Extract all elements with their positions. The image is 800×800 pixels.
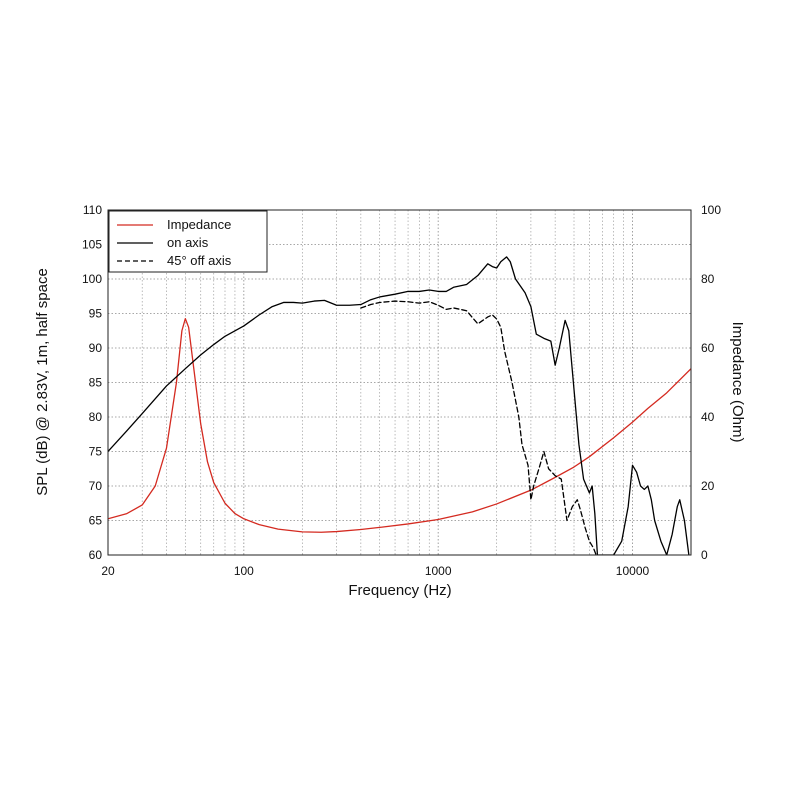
x-tick-label: 20 — [101, 564, 115, 578]
legend-label-impedance: Impedance — [167, 217, 231, 232]
y-left-tick-label: 95 — [89, 307, 103, 321]
y-left-tick-label: 65 — [89, 514, 103, 528]
y-left-tick-label: 105 — [82, 238, 102, 252]
y-right-axis-ticks: 0 20 40 60 80 100 — [701, 203, 721, 562]
series-lines — [108, 256, 691, 555]
y-left-tick-label: 100 — [82, 272, 102, 286]
series-line-impedance — [108, 318, 691, 533]
y-right-tick-label: 60 — [701, 341, 715, 355]
x-tick-label: 10000 — [616, 564, 650, 578]
series-line-45-off-axis — [360, 300, 597, 555]
y-left-axis-ticks: 60 65 70 75 80 85 90 95 100 105 110 — [82, 203, 102, 562]
y-right-tick-label: 40 — [701, 410, 715, 424]
y-right-tick-label: 100 — [701, 203, 721, 217]
x-tick-label: 1000 — [425, 564, 452, 578]
y-left-tick-label: 80 — [89, 410, 103, 424]
y-left-tick-label: 60 — [89, 548, 103, 562]
x-axis-title: Frequency (Hz) — [348, 582, 451, 599]
y-left-tick-label: 75 — [89, 445, 103, 459]
y-right-axis-title: Impedance (Ohm) — [729, 322, 746, 443]
y-left-axis-title: SPL (dB) @ 2.83V, 1m, half space — [34, 268, 51, 496]
plot-frame — [107, 209, 692, 556]
series-line-on-axis — [108, 256, 690, 555]
x-axis-ticks: 20 100 1000 10000 — [101, 564, 649, 578]
legend-label-off-axis: 45° off axis — [167, 253, 232, 268]
y-left-tick-label: 90 — [89, 341, 103, 355]
legend-box — [108, 210, 268, 273]
legend: Impedance on axis 45° off axis — [108, 210, 268, 273]
y-right-tick-label: 20 — [701, 479, 715, 493]
x-tick-label: 100 — [234, 564, 254, 578]
y-left-tick-label: 70 — [89, 479, 103, 493]
legend-label-on-axis: on axis — [167, 235, 209, 250]
y-left-tick-label: 85 — [89, 376, 103, 390]
y-right-tick-label: 0 — [701, 548, 708, 562]
y-left-tick-label: 110 — [83, 203, 102, 217]
y-right-tick-label: 80 — [701, 272, 715, 286]
